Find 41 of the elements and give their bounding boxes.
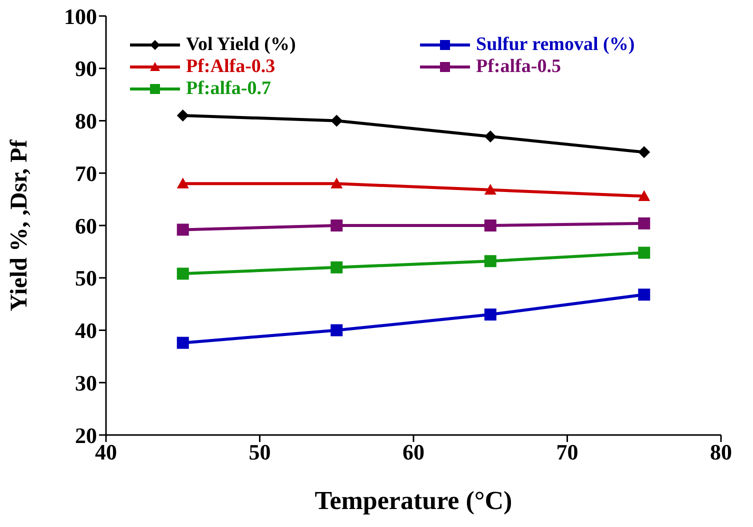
point [638, 190, 650, 201]
x-tick-label: 50 [248, 440, 271, 465]
point [484, 308, 496, 321]
legend-label: Vol Yield (%) [186, 34, 296, 56]
point [176, 178, 189, 188]
point [330, 261, 343, 274]
y-tick-label: 70 [75, 160, 97, 186]
point [484, 255, 496, 268]
legend-label: Pf:alfa-0.7 [186, 78, 271, 100]
point [176, 224, 189, 236]
x-axis-title: Temperature (°C) [314, 486, 512, 515]
point [638, 288, 650, 301]
y-tick-label: 50 [75, 266, 97, 291]
point [484, 184, 496, 195]
point [176, 336, 189, 349]
legend-label: Pf:alfa-0.5 [476, 56, 561, 78]
point [176, 268, 189, 280]
x-tick-label: 70 [556, 440, 578, 465]
point [638, 246, 650, 259]
point [330, 114, 343, 127]
y-tick-label: 60 [75, 213, 97, 238]
y-tick-label: 90 [75, 56, 97, 82]
point [638, 217, 650, 230]
y-tick-label: 80 [75, 108, 97, 134]
x-tick-label: 80 [710, 440, 732, 465]
point [176, 110, 189, 122]
point [330, 220, 343, 232]
point [638, 146, 650, 158]
y-tick-label: 20 [75, 422, 97, 448]
y-axis-title: Yield %, ,Dsr, Pf [6, 138, 33, 312]
y-tick-label: 30 [75, 370, 97, 396]
legend-label: Sulfur removal (%) [476, 34, 635, 56]
x-tick-label: 40 [95, 440, 117, 465]
point [330, 324, 343, 336]
point [330, 178, 343, 188]
point [484, 220, 496, 232]
x-tick-label: 60 [402, 440, 424, 465]
y-tick-label: 40 [75, 318, 97, 344]
legend-label: Pf:Alfa-0.3 [186, 56, 276, 78]
y-tick-label: 100 [64, 4, 97, 29]
point [484, 130, 496, 142]
